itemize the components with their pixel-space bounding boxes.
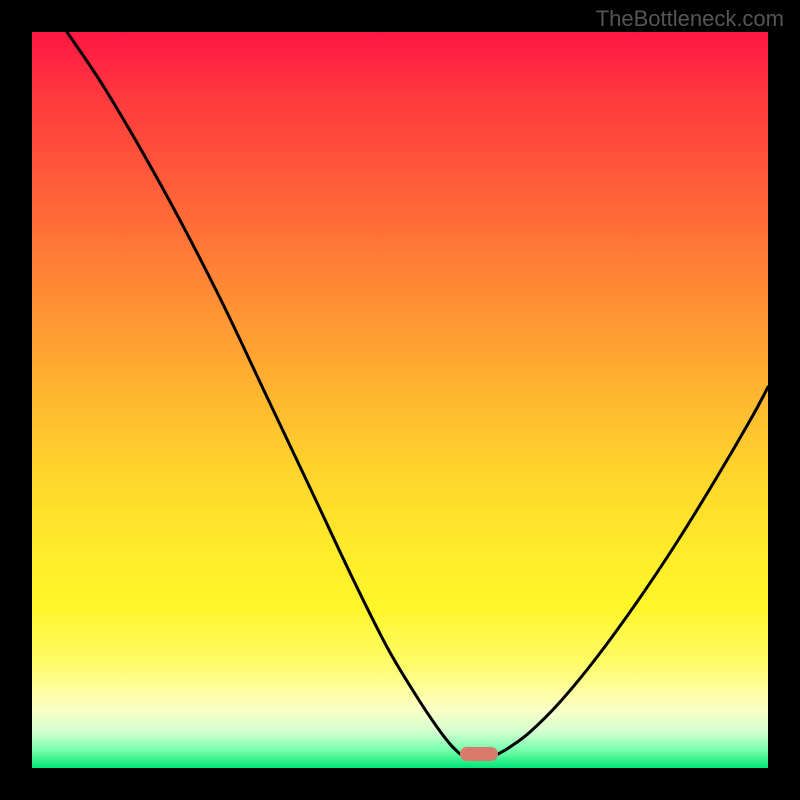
- curve-right: [498, 387, 768, 754]
- plot-area: [32, 32, 768, 768]
- curve-left: [67, 32, 460, 754]
- bottleneck-curve: [32, 32, 768, 768]
- optimum-marker: [460, 747, 498, 761]
- watermark-text: TheBottleneck.com: [596, 6, 784, 32]
